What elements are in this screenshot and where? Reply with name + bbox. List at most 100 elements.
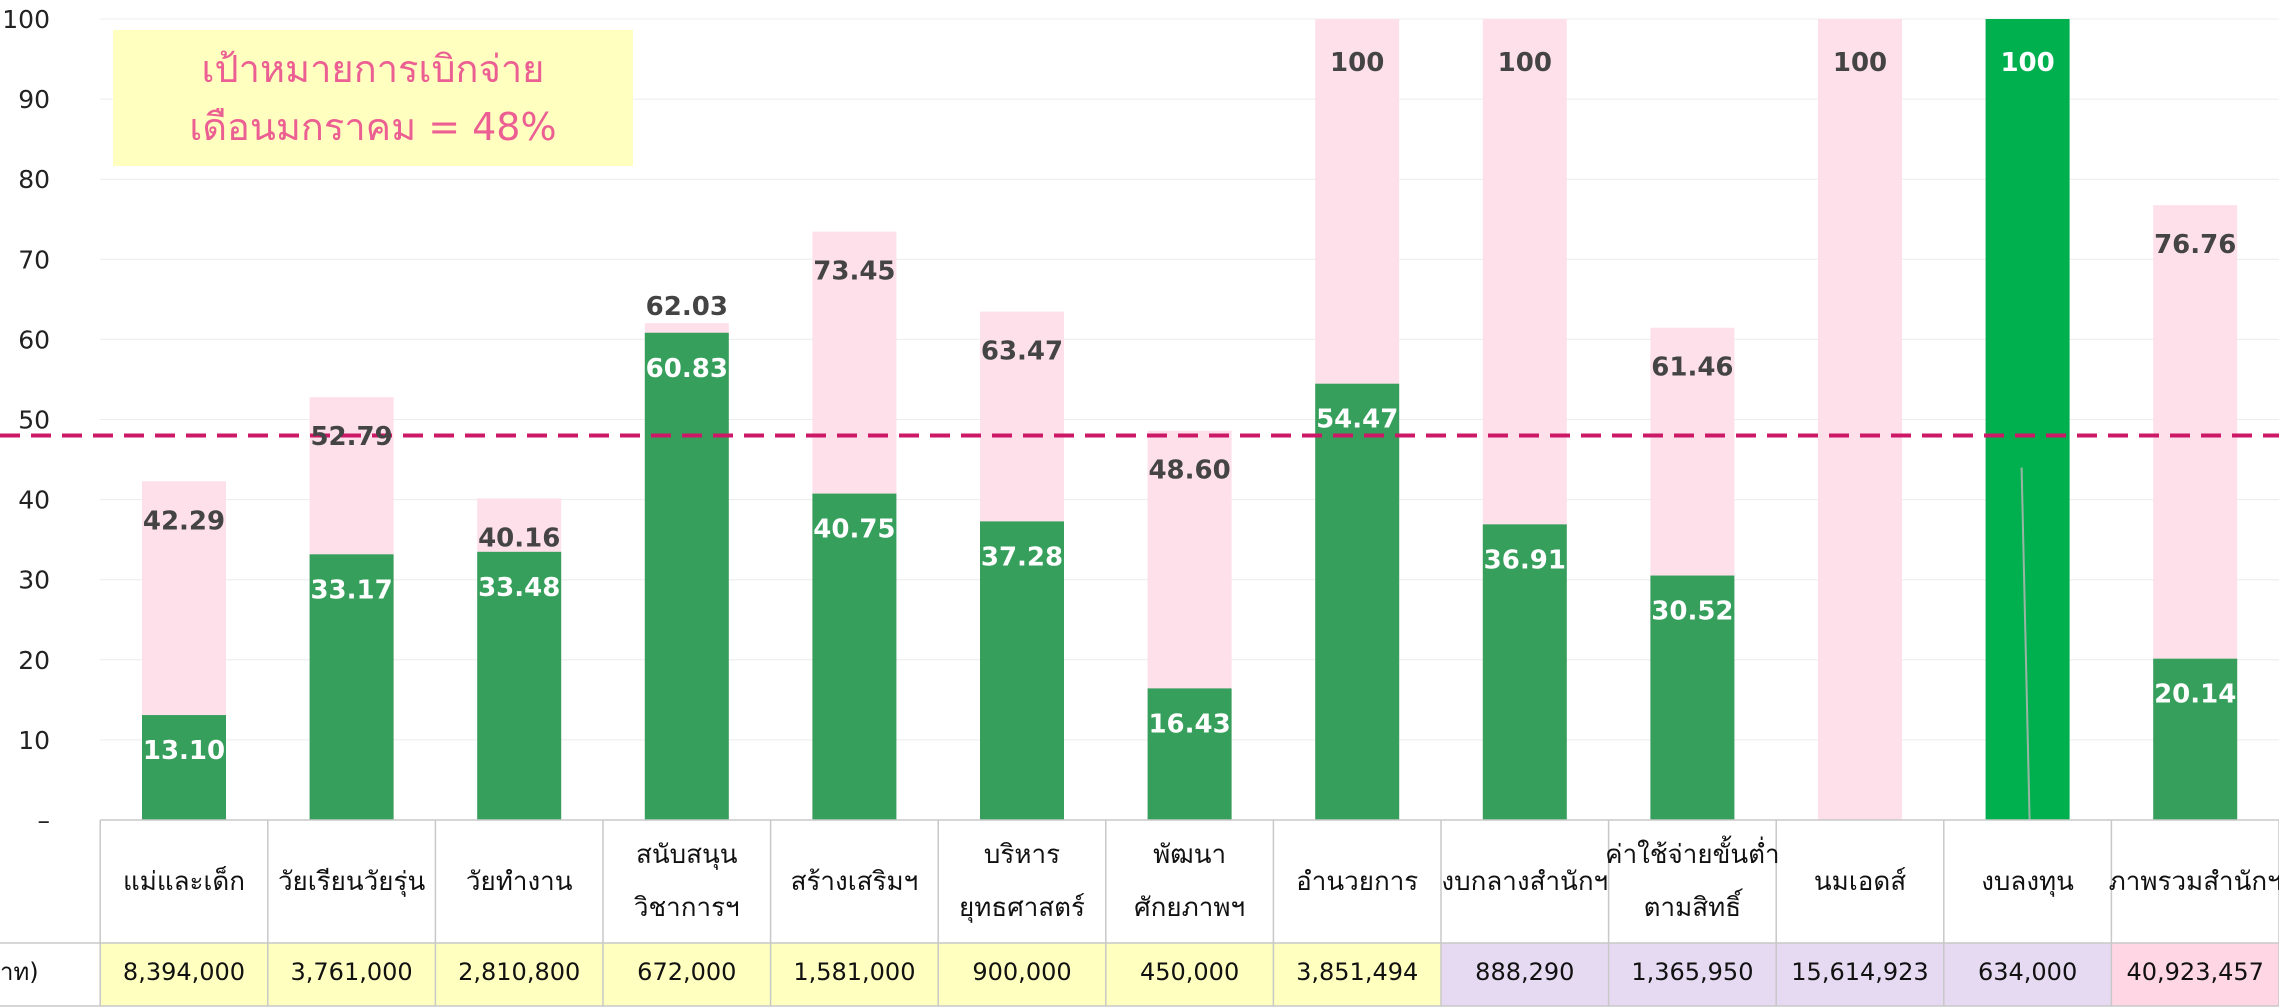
actual-value-label: 37.28 xyxy=(981,542,1063,572)
actual-bar xyxy=(1482,524,1567,820)
category-label: แม่และเด็ก xyxy=(123,865,245,897)
budget-value: 634,000 xyxy=(1978,958,2077,986)
leader-line xyxy=(2020,467,2031,821)
y-tick-label: 90 xyxy=(18,85,50,114)
target-value-label: 100 xyxy=(1833,48,1887,78)
actual-value-label: 16.43 xyxy=(1148,709,1230,739)
target-value-label: 63.47 xyxy=(981,337,1063,367)
target-value-label: 61.46 xyxy=(1651,353,1733,383)
actual-value-label: 33.17 xyxy=(310,575,392,605)
actual-value-label: 40.75 xyxy=(813,515,895,545)
target-value-label: 100 xyxy=(1498,48,1552,78)
budget-cell-bg xyxy=(100,943,268,1006)
actual-bar xyxy=(1315,383,1400,820)
target-note-line1: เป้าหมายการเบิกจ่าย xyxy=(201,47,545,91)
budget-value: 3,851,494 xyxy=(1296,958,1418,986)
budget-cell-bg xyxy=(1943,943,2112,1006)
category-label: สนับสนุน xyxy=(636,840,738,870)
actual-bar xyxy=(142,715,226,820)
budget-value: 40,923,457 xyxy=(2126,958,2263,986)
actual-value-label: 13.10 xyxy=(143,736,225,766)
budget-value: 450,000 xyxy=(1140,958,1239,986)
actual-bar xyxy=(1650,575,1735,820)
y-tick-label: 50 xyxy=(18,406,50,435)
budget-value: 672,000 xyxy=(637,958,736,986)
category-label: งบลงทุน xyxy=(1981,867,2074,897)
category-label: บริหาร xyxy=(984,840,1060,870)
budget-value: 888,290 xyxy=(1475,958,1574,986)
category-label: วัยทำงาน xyxy=(466,867,573,897)
budget-value: 1,581,000 xyxy=(793,958,915,986)
actual-value-label: 30.52 xyxy=(1651,597,1733,627)
actual-value-label: 20.14 xyxy=(2154,680,2236,710)
budget-cell-bg xyxy=(938,943,1106,1006)
y-tick-label: 40 xyxy=(18,486,50,515)
y-tick-label: 70 xyxy=(18,245,50,274)
actual-bar xyxy=(309,554,394,820)
target-value-label: 73.45 xyxy=(813,257,895,287)
actual-value-label: 60.83 xyxy=(646,354,728,384)
actual-bar xyxy=(1147,688,1232,820)
y-tick-label: 30 xyxy=(18,566,50,595)
target-value-label: 48.60 xyxy=(1148,456,1230,486)
actual-value-label: 33.48 xyxy=(478,573,560,603)
category-label: ศักยภาพฯ xyxy=(1134,893,1245,923)
budget-cell-bg xyxy=(1776,943,1944,1006)
y-tick-label: 20 xyxy=(18,646,50,675)
actual-value-label: 36.91 xyxy=(1484,545,1566,575)
budget-value: 1,365,950 xyxy=(1631,958,1753,986)
budget-value: 3,761,000 xyxy=(291,958,413,986)
budget-cell-bg xyxy=(435,943,603,1006)
actual-bar xyxy=(644,332,729,820)
budget-value: 900,000 xyxy=(972,958,1071,986)
category-label: ตามสิทธิ์ xyxy=(1644,888,1744,923)
target-note: เป้าหมายการเบิกจ่าย เดือนมกราคม = 48% xyxy=(113,30,633,166)
y-tick-label: 80 xyxy=(18,165,50,194)
budget-cell-bg xyxy=(1105,943,1274,1006)
category-label: พัฒนา xyxy=(1153,840,1226,870)
category-label: ค่าใช้จ่ายขั้นต่ำ xyxy=(1605,835,1779,870)
y-tick-label: 10 xyxy=(18,726,50,755)
category-table: แม่และเด็ก 8,394,000 วัยเรียนวัยรุ่น 3,761,… xyxy=(0,819,2279,1007)
bars xyxy=(142,19,2238,821)
budget-cell-bg xyxy=(770,943,939,1006)
budget-cell-bg xyxy=(603,943,771,1006)
budget-cell-bg xyxy=(2111,943,2279,1006)
actual-bar xyxy=(477,551,562,820)
actual-bar xyxy=(980,521,1064,820)
category-label: ภาพรวมสำนักฯ xyxy=(2109,867,2279,897)
category-label: งบกลางสำนักฯ xyxy=(1441,867,1608,897)
data-labels: 42.29 13.10 52.79 33.17 40.16 33.48 62.03 60.83… xyxy=(143,48,2236,766)
category-label: วิชาการฯ xyxy=(634,893,740,923)
y-tick-label: 60 xyxy=(18,325,50,354)
budget-cell-bg xyxy=(267,943,436,1006)
budget-value: 8,394,000 xyxy=(123,958,245,986)
category-label: วัยเรียนวัยรุ่น xyxy=(278,867,425,897)
category-label: อำนวยการ xyxy=(1296,867,1418,897)
actual-bar xyxy=(2153,658,2238,820)
category-label: สร้างเสริมฯ xyxy=(791,867,919,897)
actual-bar xyxy=(1985,19,2070,820)
category-label: ยุทธศาสตร์ xyxy=(959,893,1085,923)
y-tick-label: – xyxy=(38,806,51,835)
target-value-label: 40.16 xyxy=(478,523,560,553)
actual-bar xyxy=(812,493,897,820)
target-value-label: 62.03 xyxy=(646,292,728,322)
target-value-label: 100 xyxy=(1330,48,1384,78)
budget-cell-bg xyxy=(1273,943,1441,1006)
target-value-label: 100 xyxy=(2000,48,2054,78)
target-note-line2: เดือนมกราคม = 48% xyxy=(189,105,557,149)
budget-cell-bg xyxy=(1441,943,1609,1006)
budget-cell-bg xyxy=(1608,943,1777,1006)
actual-value-label: 54.47 xyxy=(1316,405,1398,435)
target-value-label: 52.79 xyxy=(310,422,392,452)
budget-value: 2,810,800 xyxy=(458,958,580,986)
target-bar xyxy=(1818,19,1902,820)
target-value-label: 42.29 xyxy=(143,506,225,536)
y-tick-label: 100 xyxy=(2,5,50,34)
budget-value: 15,614,923 xyxy=(1791,958,1928,986)
budget-row-label: าท) xyxy=(0,958,39,986)
y-axis: 100 90 80 70 60 50 40 30 20 10 – xyxy=(2,5,50,835)
category-label: นมเอดส์ xyxy=(1814,867,1906,897)
